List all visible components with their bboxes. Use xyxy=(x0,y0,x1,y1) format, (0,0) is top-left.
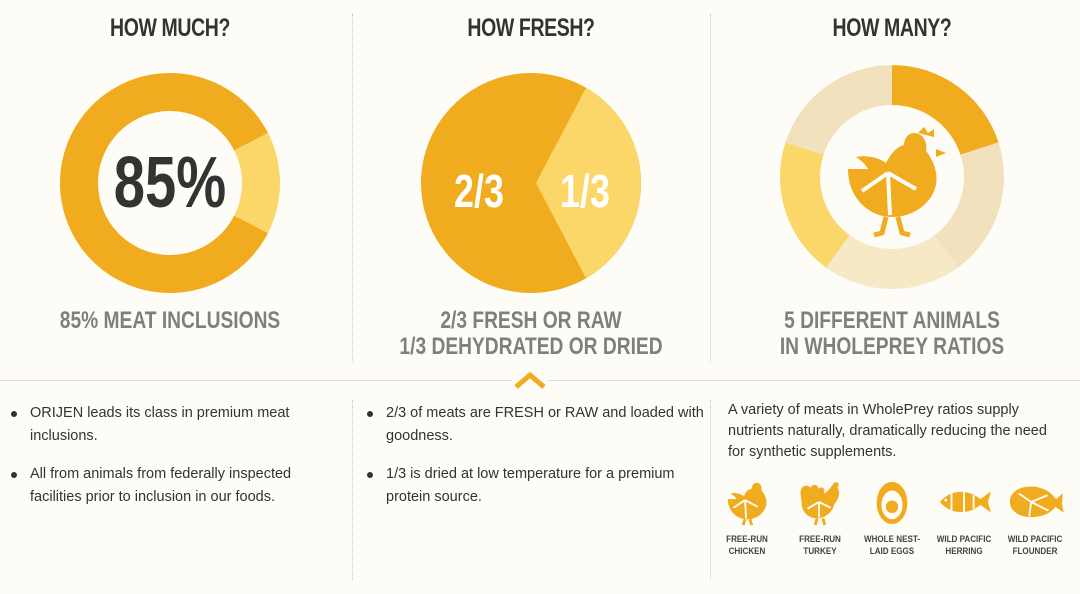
pie-slice xyxy=(892,65,999,155)
how-many-caption: 5 DIFFERENT ANIMALS IN WHOLEPREY RATIOS xyxy=(779,307,1005,360)
flounder-icon xyxy=(1009,486,1064,518)
pie-slice-label: 1/3 xyxy=(560,166,610,217)
column-divider xyxy=(352,14,353,362)
pie-slice xyxy=(536,87,641,279)
chicken-icon xyxy=(727,482,767,526)
column-divider xyxy=(352,400,353,580)
donut-center-label: 85% xyxy=(114,142,226,222)
animal-eggs: WHOLE NEST- LAID EGGS xyxy=(857,478,927,558)
how-fresh-details: 2/3 of meats are FRESH or RAW and loaded… xyxy=(364,402,704,524)
animal-variety-donut xyxy=(780,65,1004,290)
pie-slice-label: 2/3 xyxy=(454,166,504,217)
meat-inclusion-donut: 85% xyxy=(59,73,280,293)
chicken-icon xyxy=(848,127,946,238)
chevron-up-icon xyxy=(514,371,546,389)
egg-icon xyxy=(876,481,908,525)
pie-slice xyxy=(826,235,958,290)
fish-icon xyxy=(940,491,991,513)
how-fresh-caption: 2/3 FRESH OR RAW 1/3 DEHYDRATED OR DRIED xyxy=(399,307,663,360)
pie-slice xyxy=(785,65,892,155)
how-much-details: ORIJEN leads its class in premium meat i… xyxy=(8,402,318,524)
caret-marker xyxy=(512,370,548,390)
how-much-caption: 85% MEAT INCLUSIONS xyxy=(59,307,281,334)
list-item: 1/3 is dried at low temperature for a pr… xyxy=(364,463,704,509)
freshness-pie: 2/3 1/3 xyxy=(421,73,641,293)
animal-chicken: FREE-RUN CHICKEN xyxy=(712,478,782,558)
column-divider xyxy=(710,400,711,580)
how-fresh-title: HOW FRESH? xyxy=(467,14,595,42)
list-item: ORIJEN leads its class in premium meat i… xyxy=(8,402,318,448)
pie-slice xyxy=(59,73,269,293)
turkey-icon xyxy=(800,482,840,526)
animal-flounder: WILD PACIFIC FLOUNDER xyxy=(1000,478,1070,558)
how-many-title: HOW MANY? xyxy=(832,14,952,42)
pie-slice xyxy=(780,142,850,268)
pie-slice xyxy=(234,133,280,233)
column-divider xyxy=(710,14,711,362)
pie-slice xyxy=(934,142,1004,268)
how-many-details: A variety of meats in WholePrey ratios s… xyxy=(728,402,1047,460)
animal-herring: WILD PACIFIC HERRING xyxy=(929,478,999,558)
animal-turkey: FREE-RUN TURKEY xyxy=(785,478,855,558)
list-item: 2/3 of meats are FRESH or RAW and loaded… xyxy=(364,402,704,448)
list-item: All from animals from federally inspecte… xyxy=(8,463,318,509)
how-much-title: HOW MUCH? xyxy=(110,14,230,42)
